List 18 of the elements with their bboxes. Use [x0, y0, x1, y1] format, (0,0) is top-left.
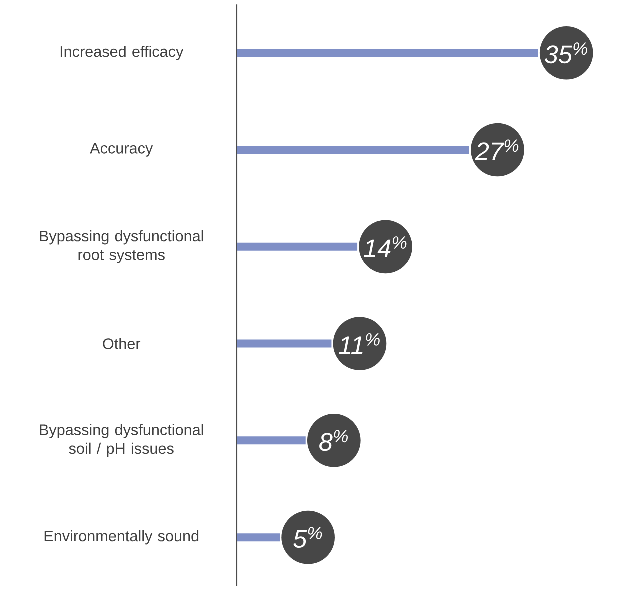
- y-tick-label: Accuracy: [90, 143, 154, 157]
- y-tick-label: Increased efficacy: [60, 46, 184, 60]
- bar: [237, 534, 280, 542]
- bar: [237, 436, 306, 445]
- y-tick-label: Bypassing dysfunctional soil / pH issues: [40, 424, 204, 458]
- bar: [237, 340, 332, 348]
- data-label: 35$^{%}$: [544, 42, 588, 64]
- bar: [237, 146, 470, 154]
- bar: [237, 49, 538, 58]
- bar: [237, 242, 358, 251]
- y-tick-label: Bypassing dysfunctional root systems: [40, 230, 204, 264]
- data-label: 8$^{%}$: [320, 430, 348, 452]
- data-label: 5$^{%}$: [294, 527, 322, 548]
- data-label: 11$^{%}$: [339, 333, 380, 354]
- data-label: 14$^{%}$: [364, 236, 407, 258]
- data-label: 27$^{%}$: [475, 140, 519, 160]
- y-tick-label: Environmentally sound: [44, 530, 199, 545]
- y-tick-label: Other: [103, 338, 141, 350]
